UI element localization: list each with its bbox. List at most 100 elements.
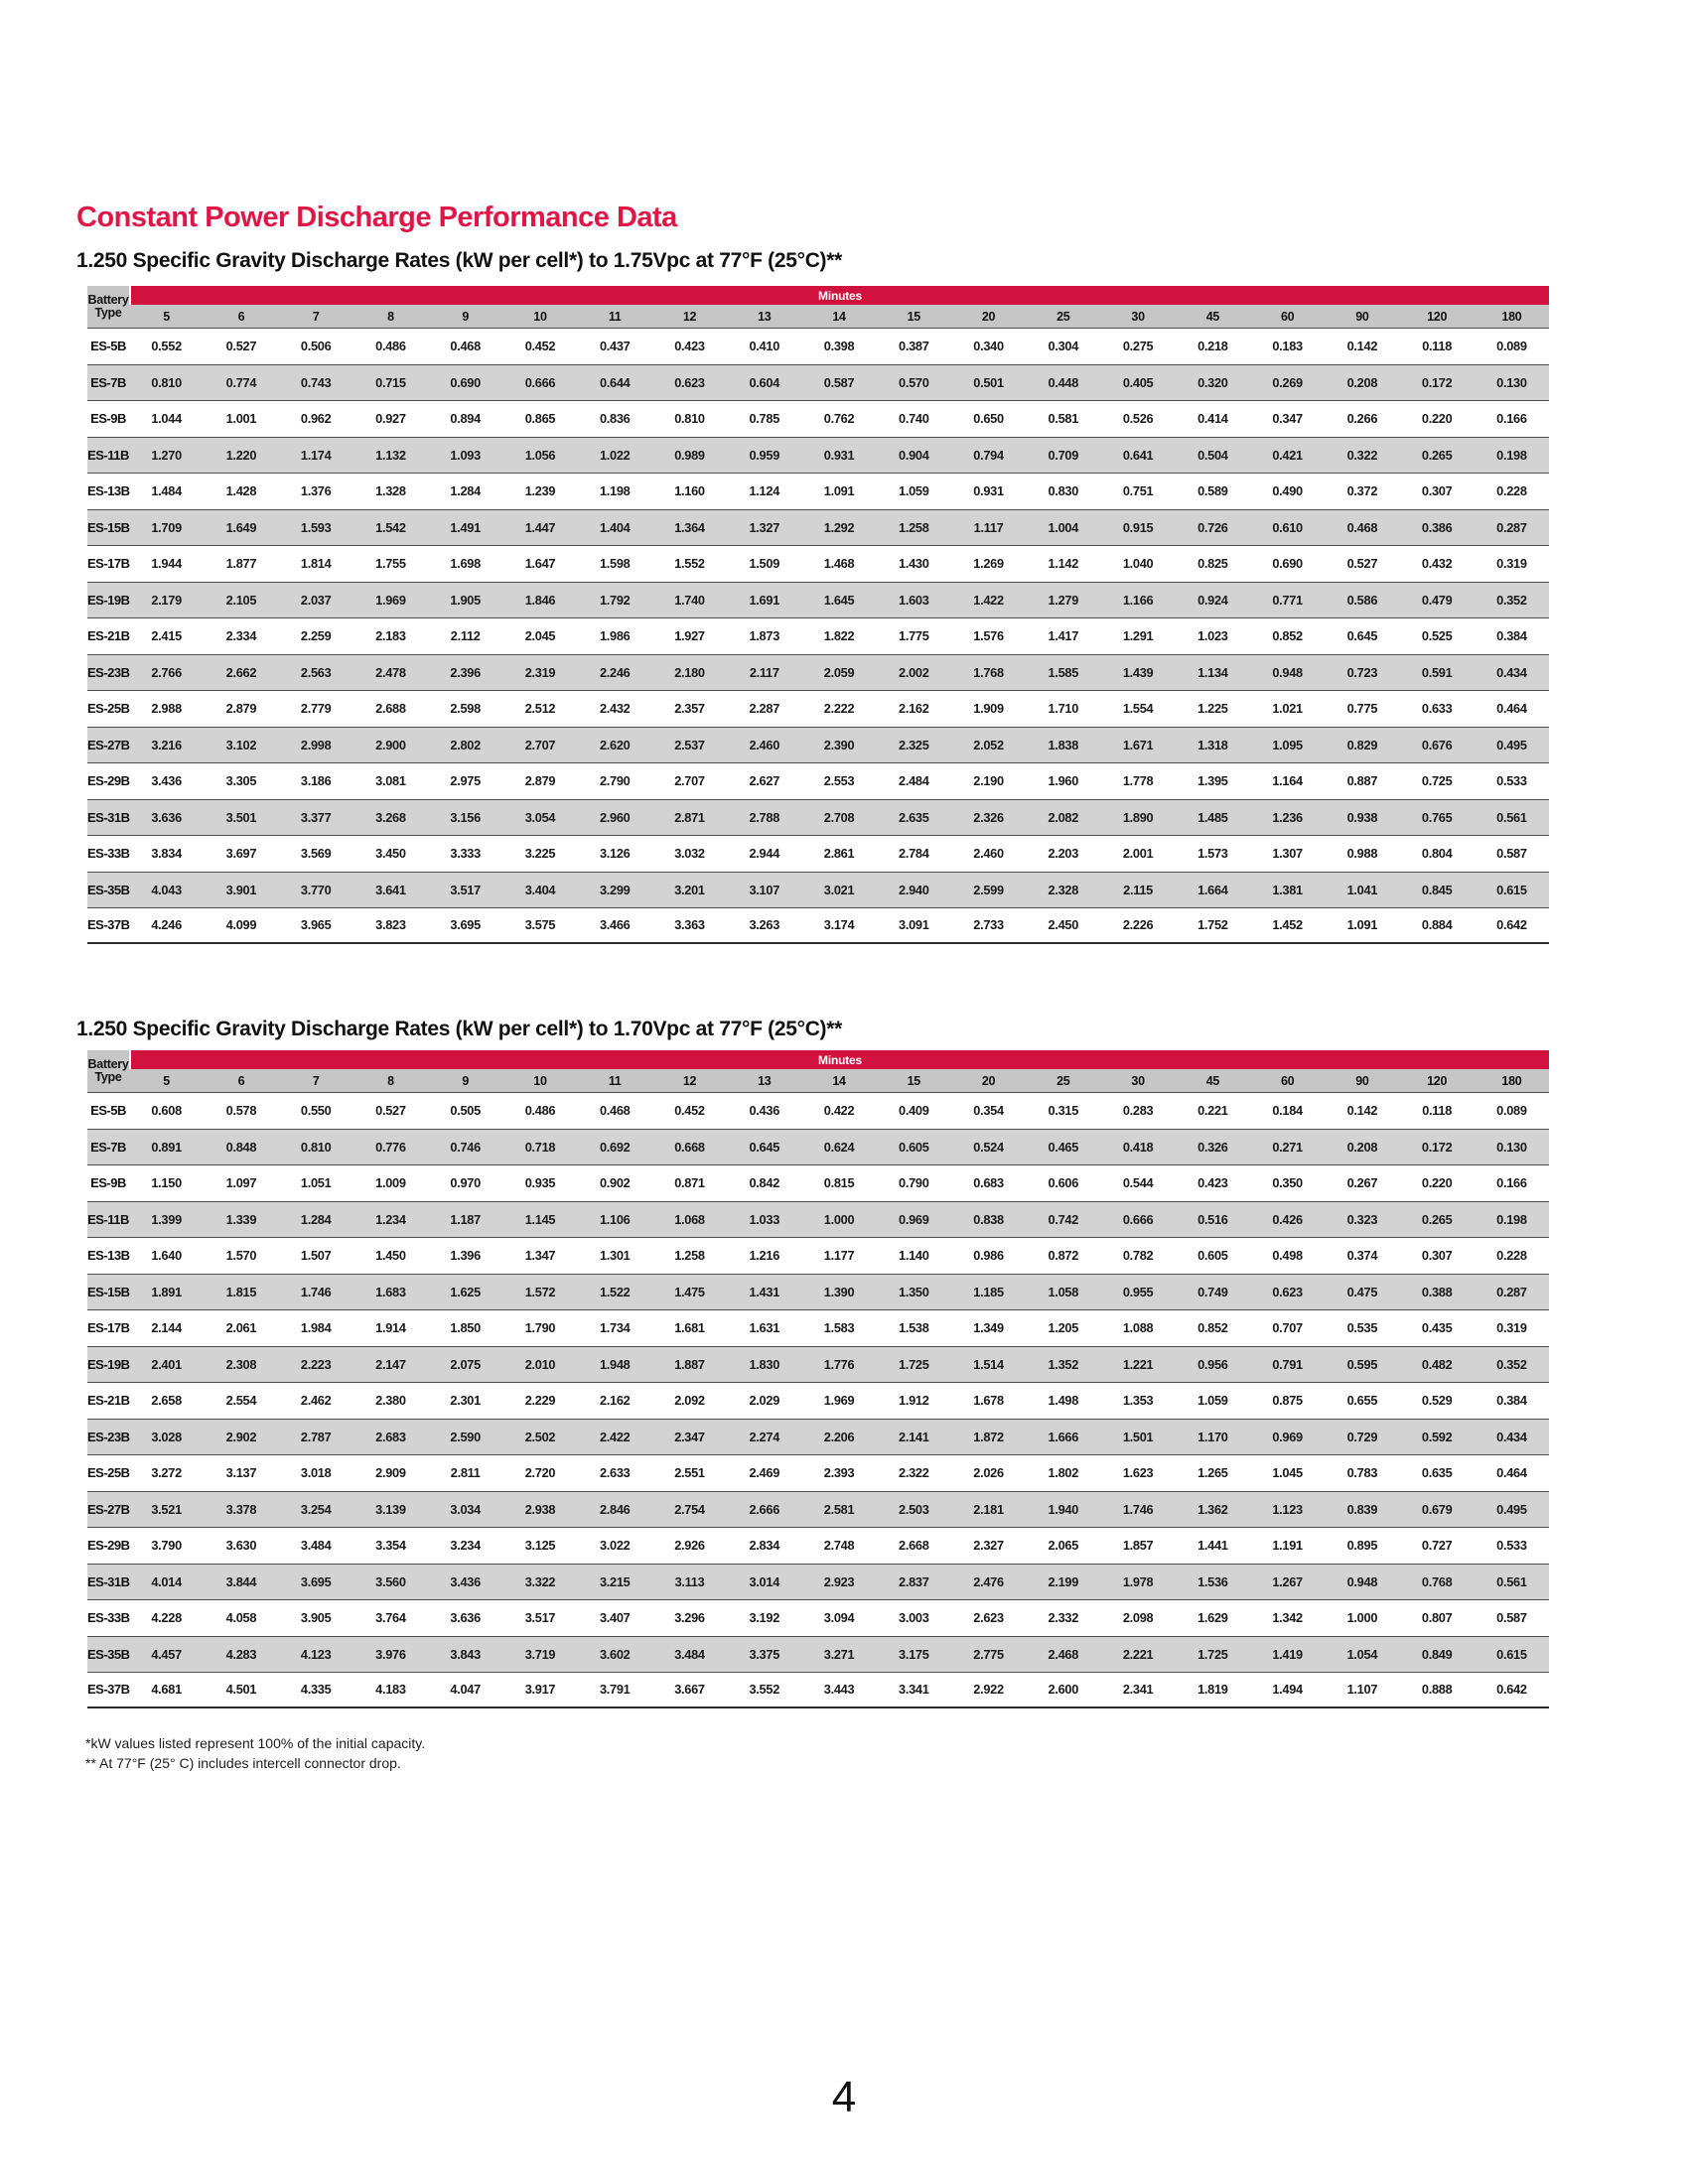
cell-value: 0.768	[1421, 1573, 1453, 1589]
cell-value: 2.322	[899, 1465, 929, 1481]
cell-value: 1.091	[823, 483, 855, 499]
cell-value: 1.664	[1197, 882, 1228, 897]
battery-type-label: ES-11B	[87, 447, 129, 463]
cell-value: 0.775	[1346, 701, 1378, 717]
cell-value: 0.791	[1272, 1356, 1303, 1372]
cell-value: 0.208	[1346, 1139, 1378, 1155]
cell-value: 4.501	[225, 1682, 257, 1698]
cell-value: 2.879	[524, 773, 556, 789]
cell-value: 1.258	[899, 519, 929, 535]
cell-value: 0.852	[1197, 1320, 1228, 1336]
cell-value: 0.228	[1496, 1248, 1527, 1264]
cell-value: 2.537	[674, 737, 705, 752]
cell-value: 0.208	[1346, 374, 1378, 390]
cell-value: 0.350	[1272, 1175, 1303, 1191]
cell-value: 1.267	[1272, 1573, 1303, 1589]
battery-type-label: ES-15B	[87, 519, 130, 535]
cell-value: 1.691	[749, 592, 780, 608]
cell-value: 0.623	[674, 374, 705, 390]
cell-value: 0.307	[1421, 1248, 1453, 1264]
cell-value: 1.439	[1122, 664, 1154, 680]
cell-value: 1.857	[1122, 1538, 1154, 1554]
battery-header-line2: Type	[94, 1070, 122, 1084]
cell-value: 3.305	[225, 773, 257, 789]
cell-value: 2.199	[1048, 1573, 1079, 1589]
cell-value: 2.098	[1122, 1610, 1154, 1626]
minutes-header: 11	[608, 309, 622, 324]
cell-value: 0.774	[225, 374, 257, 390]
cell-value: 1.107	[1346, 1682, 1378, 1698]
cell-value: 0.434	[1496, 1429, 1527, 1444]
cell-value: 0.495	[1496, 1501, 1527, 1517]
cell-value: 3.174	[823, 917, 855, 933]
cell-value: 0.615	[1496, 1646, 1527, 1662]
table-row: ES-27B 3.521 3.378 3.254 3.139 3.034 2.938 2.84…	[87, 1490, 1549, 1527]
cell-value: 0.464	[1496, 701, 1527, 717]
cell-value: 1.349	[973, 1320, 1004, 1336]
cell-value: 2.754	[674, 1501, 705, 1517]
cell-value: 1.000	[1346, 1610, 1378, 1626]
cell-value: 1.191	[1272, 1538, 1303, 1554]
cell-value: 1.778	[1122, 773, 1154, 789]
cell-value: 0.606	[1048, 1175, 1079, 1191]
cell-value: 0.475	[1346, 1284, 1378, 1299]
cell-value: 1.150	[151, 1175, 182, 1191]
discharge-table-170vpc: Battery Type Minutes 5 6 7 8 9 10 11 12 13 14 15 20 25 3…	[87, 1050, 1549, 1708]
cell-value: 1.948	[599, 1356, 631, 1372]
cell-value: 3.091	[899, 917, 929, 933]
cell-value: 1.573	[1197, 846, 1228, 862]
table-row: ES-9B 1.044 1.001 0.962 0.927 0.894 0.865 0.836…	[87, 400, 1549, 437]
cell-value: 0.452	[524, 339, 556, 354]
cell-value: 2.181	[973, 1501, 1004, 1517]
minutes-band: Minutes	[131, 1050, 1549, 1069]
table-row: ES-29B 3.790 3.630 3.484 3.354 3.234 3.125 3.02…	[87, 1527, 1549, 1564]
cell-value: 0.418	[1122, 1139, 1154, 1155]
cell-value: 1.822	[823, 628, 855, 644]
minutes-header: 13	[758, 1073, 772, 1088]
cell-value: 2.117	[749, 664, 779, 680]
cell-value: 0.387	[899, 339, 929, 354]
cell-value: 0.615	[1496, 882, 1527, 897]
minutes-header: 14	[832, 309, 846, 324]
cell-value: 1.352	[1048, 1356, 1079, 1372]
cell-value: 1.059	[1197, 1393, 1228, 1409]
cell-value: 0.725	[1421, 773, 1453, 789]
cell-value: 0.904	[899, 447, 929, 463]
cell-value: 2.707	[674, 773, 705, 789]
cell-value: 3.032	[674, 846, 705, 862]
cell-value: 2.045	[524, 628, 556, 644]
cell-value: 1.001	[225, 411, 257, 427]
minutes-header: 45	[1205, 309, 1220, 324]
cell-value: 2.341	[1122, 1682, 1154, 1698]
cell-value: 2.960	[599, 809, 631, 825]
cell-value: 2.460	[749, 737, 780, 752]
minutes-header: 14	[832, 1073, 846, 1088]
cell-value: 2.900	[375, 737, 406, 752]
cell-value: 4.283	[225, 1646, 257, 1662]
cell-value: 3.823	[375, 917, 406, 933]
cell-value: 2.052	[973, 737, 1004, 752]
cell-value: 2.554	[225, 1393, 257, 1409]
cell-value: 4.014	[151, 1573, 182, 1589]
cell-value: 3.139	[375, 1501, 406, 1517]
cell-value: 1.507	[300, 1248, 332, 1264]
cell-value: 0.635	[1421, 1465, 1453, 1481]
cell-value: 0.315	[1048, 1103, 1079, 1119]
cell-value: 1.258	[674, 1248, 705, 1264]
cell-value: 1.395	[1197, 773, 1228, 789]
cell-value: 3.521	[151, 1501, 182, 1517]
cell-value: 0.183	[1272, 339, 1303, 354]
minutes-band: Minutes	[131, 286, 1549, 305]
cell-value: 0.836	[599, 411, 631, 427]
cell-value: 3.905	[300, 1610, 332, 1626]
cell-value: 4.043	[151, 882, 182, 897]
cell-value: 0.287	[1496, 519, 1527, 535]
cell-value: 2.502	[524, 1429, 556, 1444]
cell-value: 1.514	[973, 1356, 1004, 1372]
cell-value: 2.287	[749, 701, 780, 717]
cell-value: 0.746	[450, 1139, 481, 1155]
battery-type-label: ES-21B	[87, 628, 130, 644]
cell-value: 0.872	[1048, 1248, 1079, 1264]
battery-type-label: ES-11B	[87, 1211, 129, 1227]
battery-type-label: ES-7B	[90, 1139, 126, 1155]
